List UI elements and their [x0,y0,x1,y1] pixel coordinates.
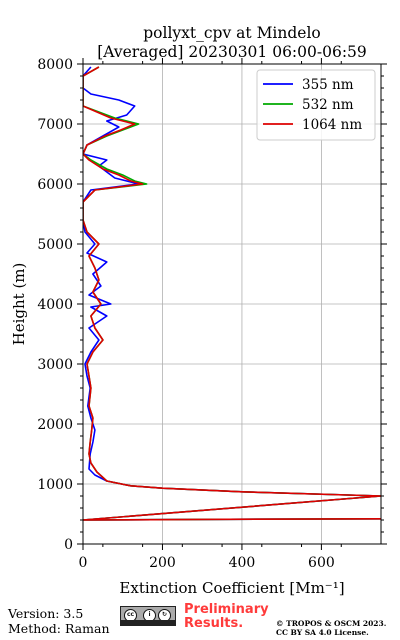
x-tick-label: 400 [229,555,256,571]
x-tick-label: 0 [79,555,88,571]
series-line-1064-nm [83,66,381,521]
copyright-line2: CC BY SA 4.0 License. [276,628,369,637]
x-axis-label: Extinction Coefficient [Mm⁻¹] [119,579,344,597]
y-axis-label: Height (m) [10,263,28,346]
y-tick-label: 8000 [37,57,73,73]
legend-label: 1064 nm [302,117,362,133]
x-tick-label: 200 [149,555,176,571]
preliminary-line1: Preliminary [184,602,269,617]
y-tick-label: 0 [64,537,73,553]
legend-label: 355 nm [302,77,354,93]
x-tick-label: 600 [308,555,335,571]
y-tick-label: 4000 [37,297,73,313]
legend: 355 nm 532 nm 1064 nm [256,69,376,141]
method-text: Method: Raman [8,621,110,636]
profile-chart: pollyxt_cpv at Mindelo [Averaged] 202303… [10,24,387,597]
y-tick-label: 1000 [37,477,73,493]
sa-icon: ↻ [158,609,171,622]
copyright-line1: © TROPOS & OSCM 2023. [276,619,387,628]
y-tick-label: 3000 [37,357,73,373]
series-line-355-nm [83,66,381,521]
badge-bar [121,620,175,625]
legend-box [256,69,376,141]
axis-ticks: 0 200 400 600010002000300040005000600070008… [37,57,387,571]
chart-subtitle: [Averaged] 20230301 06:00-06:59 [97,43,367,61]
preliminary-line2: Results. [184,616,244,631]
cc-license-badge: cc i ↻ [120,606,176,626]
y-tick-label: 5000 [37,237,73,253]
y-tick-label: 7000 [37,117,73,133]
y-tick-label: 2000 [37,417,73,433]
preliminary-notice: Preliminary Results. [184,603,269,631]
y-tick-label: 6000 [37,177,73,193]
legend-label: 532 nm [302,97,354,113]
series-lines [83,66,381,521]
version-text: Version: 3.5 [8,606,84,621]
chart-title: pollyxt_cpv at Mindelo [143,24,321,42]
